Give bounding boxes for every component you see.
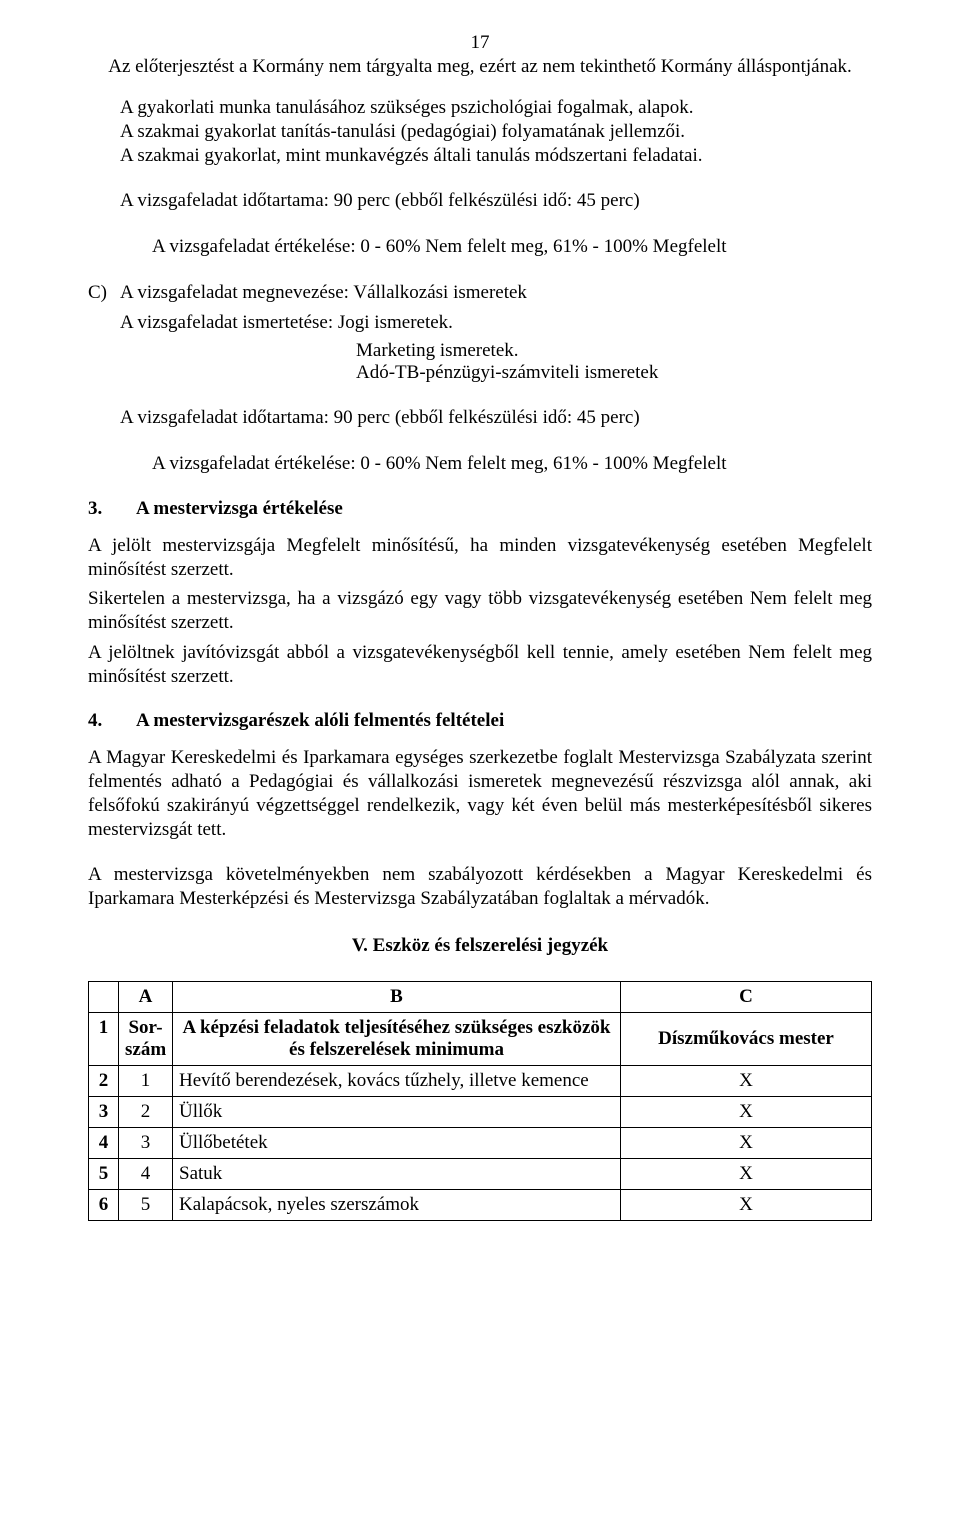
table-row: 6 5 Kalapácsok, nyeles szerszámok X: [89, 1189, 872, 1220]
section-title: A mestervizsgarészek alóli felmentés fel…: [136, 710, 504, 732]
section3-para: A jelölt mestervizsgája Megfelelt minősí…: [88, 534, 872, 582]
table-sor: 4: [119, 1158, 173, 1189]
table-idx: 5: [89, 1158, 119, 1189]
intro-line: A gyakorlati munka tanulásához szükséges…: [120, 96, 872, 120]
table-b: Üllőbetétek: [173, 1127, 621, 1158]
intro-line: A szakmai gyakorlat, mint munkavégzés ál…: [120, 144, 872, 168]
table-col-b: B: [173, 981, 621, 1012]
section4-para: A Magyar Kereskedelmi és Iparkamara egys…: [88, 746, 872, 841]
intro-line: A szakmai gyakorlat tanítás-tanulási (pe…: [120, 120, 872, 144]
table-cell-blank: [89, 981, 119, 1012]
document-page: 17 Az előterjesztést a Kormány nem tárgy…: [0, 0, 960, 1529]
table-c: X: [621, 1189, 872, 1220]
section-heading: 4. A mestervizsgarészek alóli felmentés …: [88, 710, 872, 732]
item-c-title: A vizsgafeladat megnevezése: Vállalkozás…: [120, 281, 872, 305]
page-number: 17: [88, 32, 872, 54]
header-note: Az előterjesztést a Kormány nem tárgyalt…: [88, 56, 872, 78]
table-idx-1: 1: [89, 1012, 119, 1065]
table-idx: 2: [89, 1065, 119, 1096]
section-title: A mestervizsga értékelése: [136, 498, 343, 520]
table-row: 4 3 Üllőbetétek X: [89, 1127, 872, 1158]
section4-para: A mestervizsga követelményekben nem szab…: [88, 863, 872, 911]
table-c: X: [621, 1096, 872, 1127]
item-c-desc-lead: A vizsgafeladat ismertetése: Jogi ismere…: [120, 311, 872, 335]
table-c-header: Díszműkovács mester: [621, 1012, 872, 1065]
table-b: Üllők: [173, 1096, 621, 1127]
section-number: 4.: [88, 710, 136, 732]
section-number: 3.: [88, 498, 136, 520]
table-sor: 1: [119, 1065, 173, 1096]
table-sor: 5: [119, 1189, 173, 1220]
table-b-header: A képzési feladatok teljesítéséhez szüks…: [173, 1012, 621, 1065]
item-c-desc-line: Adó-TB-pénzügyi-számviteli ismeretek: [356, 362, 872, 384]
section-heading: 3. A mestervizsga értékelése: [88, 498, 872, 520]
table-sor: 3: [119, 1127, 173, 1158]
table-idx: 3: [89, 1096, 119, 1127]
table-row: 5 4 Satuk X: [89, 1158, 872, 1189]
section5-heading: V. Eszköz és felszerelési jegyzék: [88, 935, 872, 957]
table-b: Kalapácsok, nyeles szerszámok: [173, 1189, 621, 1220]
section3-para: Sikertelen a mestervizsga, ha a vizsgázó…: [88, 587, 872, 635]
evaluation-text: A vizsgafeladat értékelése: 0 - 60% Nem …: [152, 235, 872, 259]
table-header-row: A B C: [89, 981, 872, 1012]
item-c-label: C): [88, 281, 120, 305]
table-b: Satuk: [173, 1158, 621, 1189]
table-sor-header: Sor-szám: [119, 1012, 173, 1065]
duration-text: A vizsgafeladat időtartama: 90 perc (ebb…: [120, 189, 872, 213]
evaluation-text: A vizsgafeladat értékelése: 0 - 60% Nem …: [152, 452, 872, 476]
table-c: X: [621, 1158, 872, 1189]
section3-para: A jelöltnek javítóvizsgát abból a vizsga…: [88, 641, 872, 689]
item-c-desc-line: Marketing ismeretek.: [356, 340, 872, 362]
table-idx: 4: [89, 1127, 119, 1158]
table-header-row: 1 Sor-szám A képzési feladatok teljesíté…: [89, 1012, 872, 1065]
table-b: Hevítő berendezések, kovács tűzhely, ill…: [173, 1065, 621, 1096]
table-col-c: C: [621, 981, 872, 1012]
table-idx: 6: [89, 1189, 119, 1220]
table-row: 3 2 Üllők X: [89, 1096, 872, 1127]
table-c: X: [621, 1065, 872, 1096]
table-col-a: A: [119, 981, 173, 1012]
table-c: X: [621, 1127, 872, 1158]
table-sor: 2: [119, 1096, 173, 1127]
table-row: 2 1 Hevítő berendezések, kovács tűzhely,…: [89, 1065, 872, 1096]
equipment-table: A B C 1 Sor-szám A képzési feladatok tel…: [88, 981, 872, 1221]
duration-text: A vizsgafeladat időtartama: 90 perc (ebb…: [120, 406, 872, 430]
